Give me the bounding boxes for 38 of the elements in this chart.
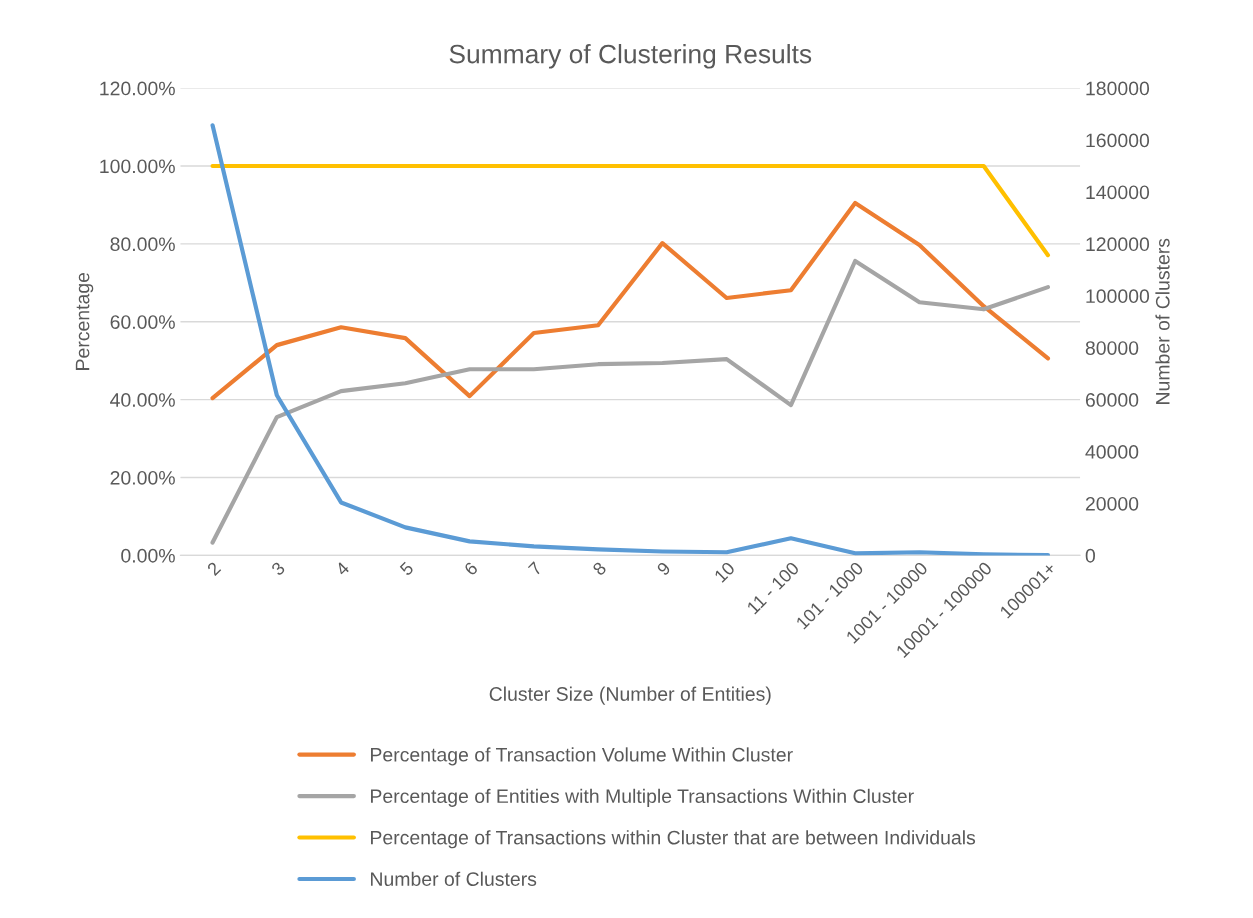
y2-tick-label: 100000 [1086,289,1150,304]
y2-tick-label: 40000 [1085,445,1139,459]
x-tick-label: 9 [656,561,672,577]
y2-tick-label: 120000 [1086,237,1150,252]
x-tick-label: 2 [206,561,222,576]
y2-axis-title: Number of Clusters [1155,238,1170,404]
y-tick-label: 40.00% [110,393,175,407]
x-tick-label: 8 [591,561,607,577]
x-tick-label: 10 [713,561,736,583]
legend-label: Percentage of Transaction Volume Within Cluster [371,747,793,766]
y2-tick-label: 0 [1085,548,1095,563]
x-tick-label: 4 [334,561,350,577]
legend-label: Percentage of Entities with Multiple Transactions Within Cluster [371,788,914,807]
y-axis-title: Percentage [75,272,94,370]
y-tick-label: 0.00% [121,548,175,563]
line-series [210,123,1051,556]
y2-tick-label: 20000 [1085,496,1139,511]
y-tick-label: 120.00% [100,81,175,96]
line-series [210,200,1051,401]
y2-tick-label: 60000 [1085,393,1139,407]
y-tick-label: 60.00% [110,315,175,329]
y2-tick-label: 80000 [1085,341,1139,355]
y2-tick-label: 140000 [1086,185,1150,200]
y-tick-label: 100.00% [100,159,175,174]
y-tick-label: 80.00% [110,237,175,252]
x-tick-label: 6 [463,561,479,577]
x-tick-label: 5 [399,561,415,577]
legend-label: Number of Clusters [371,871,537,886]
line-series [210,258,1051,545]
x-axis-title: Cluster Size (Number of Entities) [489,686,771,705]
x-tick-label: 7 [527,561,543,576]
legend-label: Percentage of Transactions within Cluster that are between Individuals [371,830,976,849]
y2-tick-label: 180000 [1086,81,1150,96]
chart-title: Summary of Clustering Results [449,44,812,69]
x-tick-label: 3 [270,561,286,577]
y-tick-label: 20.00% [110,470,175,485]
y2-tick-label: 160000 [1086,133,1150,148]
x-tick-label: 11 - 100 [746,561,800,615]
